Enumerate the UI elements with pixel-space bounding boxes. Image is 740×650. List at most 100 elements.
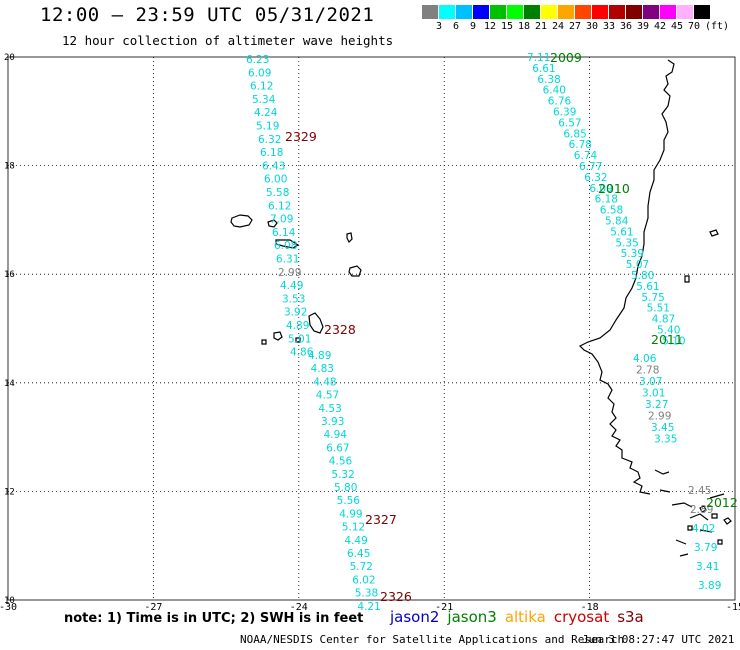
wave-height-value: 3.27 — [645, 399, 668, 411]
legend-swatch — [558, 5, 575, 19]
wave-height-value: 5.80 — [334, 482, 357, 494]
island-boa-vista — [348, 265, 362, 277]
lon-tick-label: -30 — [0, 602, 17, 613]
lat-tick-label: 14 — [4, 379, 15, 389]
wave-height-value: 2.45 — [688, 485, 711, 497]
wave-height-value: 5.01 — [288, 333, 311, 345]
legend-swatch — [626, 5, 643, 19]
island-maio — [295, 337, 301, 343]
wave-height-value: 4.06 — [633, 353, 657, 365]
wave-height-value: 3.45 — [651, 422, 674, 434]
wave-height-value: 7.09 — [270, 214, 293, 226]
wave-height-value: 3.79 — [694, 542, 717, 554]
wave-height-value: 5.72 — [350, 561, 373, 573]
footer-credit: NOAA/NESDIS Center for Satellite Applica… — [240, 633, 625, 646]
wave-height-value: 5.39 — [621, 248, 644, 260]
wave-height-value: 5.07 — [626, 259, 649, 271]
wave-height-value: 6.12 — [268, 200, 291, 212]
pass-number-label: 2009 — [550, 50, 582, 65]
lon-tick-label: -15 — [726, 602, 740, 613]
legend-labels: 3 6 9 12 15 18 21 24 27 30 33 36 39 42 45 70 (ft) — [422, 21, 740, 35]
coast-islet-2 — [684, 275, 690, 283]
wave-height-value: 6.85 — [563, 128, 586, 140]
wave-height-value: 4.94 — [324, 429, 348, 441]
wave-height-value: 6.32 — [584, 172, 607, 184]
wave-height-value: 6.67 — [326, 442, 349, 454]
wave-height-value: 6.38 — [537, 74, 560, 86]
wave-height-value: 4.89 — [308, 350, 331, 362]
wave-height-value: 4.56 — [329, 456, 353, 468]
wave-height-value: 5.51 — [647, 303, 670, 315]
map-title: 12:00 – 23:59 UTC 05/31/2021 — [40, 4, 375, 26]
legend-label: 33 — [602, 21, 616, 32]
wave-height-value: 4.53 — [318, 403, 341, 415]
wave-height-value: 6.12 — [250, 81, 273, 93]
pass-number-label: 2328 — [324, 322, 356, 337]
island-brava — [261, 339, 267, 345]
coastal-inlets — [654, 469, 725, 557]
pass-number-label: 2010 — [598, 181, 630, 196]
wave-height-value: 2.99 — [648, 411, 671, 423]
legend-label: 24 — [551, 21, 565, 32]
map-grid — [7, 56, 736, 601]
legend-label: 15 — [500, 21, 514, 32]
altimeter-tracks: 6.236.096.125.344.245.196.326.186.436.00… — [246, 52, 721, 613]
wave-height-value: 5.61 — [636, 281, 659, 293]
legend-swatch — [507, 5, 524, 19]
wave-height-value: 4.86 — [290, 347, 314, 359]
island-santiago — [308, 312, 324, 334]
satellite-jason3: jason3 — [447, 608, 497, 626]
legend-swatch — [575, 5, 592, 19]
legend-swatch — [694, 5, 711, 19]
wave-height-value: 2.99 — [278, 267, 301, 279]
wave-height-value: 4.49 — [344, 535, 367, 547]
wave-height-value: 6.76 — [548, 96, 572, 108]
lon-tick-label: -18 — [581, 602, 599, 613]
legend-label: 36 — [619, 21, 633, 32]
legend-swatch — [456, 5, 473, 19]
legend-label: 70 — [687, 21, 701, 32]
wave-height-value: 4.99 — [339, 508, 362, 520]
legend-label: 39 — [636, 21, 650, 32]
legend-label: 30 — [585, 21, 599, 32]
legend-swatch — [677, 5, 694, 19]
wave-height-value: 6.00 — [264, 174, 287, 186]
axis-ticks: -30 -27 -24 -21 -18 -15 20 18 16 14 12 10 — [0, 53, 740, 613]
coast-islet-1 — [709, 229, 719, 237]
wave-height-value: 3.01 — [642, 388, 665, 400]
legend-label: 18 — [517, 21, 531, 32]
footer-date: Jun 3 08:27:47 UTC 2021 — [582, 633, 735, 646]
map-frame — [7, 56, 736, 601]
wave-height-value: 5.61 — [610, 226, 633, 238]
coastline — [230, 59, 732, 557]
lat-tick-label: 12 — [4, 487, 15, 497]
satellite-jason2: jason2 — [390, 608, 440, 626]
legend-swatch — [609, 5, 626, 19]
pass-labels: 2329 2328 2327 2326 2009 2010 2011 2012 — [285, 50, 738, 604]
legend-swatch — [592, 5, 609, 19]
note-text: note: 1) Time is in UTC; 2) SWH is in fe… — [64, 611, 364, 626]
lat-tick-label: 10 — [4, 596, 15, 606]
wave-height-value: 4.89 — [286, 320, 309, 332]
wave-height-value: 2.89 — [690, 504, 713, 516]
wave-height-legend: 3 6 9 12 15 18 21 24 27 30 33 36 39 42 45 70 (ft) — [422, 5, 740, 35]
wave-height-value: 5.84 — [605, 216, 629, 228]
wave-height-value: 6.45 — [347, 548, 370, 560]
legend-label: 21 — [534, 21, 548, 32]
island-fogo — [273, 331, 283, 341]
pass-number-label: 2326 — [380, 589, 412, 604]
legend-label: 27 — [568, 21, 582, 32]
wave-height-value: 6.74 — [574, 150, 598, 162]
legend-swatch — [439, 5, 456, 19]
wave-height-value: 6.23 — [246, 54, 269, 66]
wave-height-value: 4.49 — [280, 280, 303, 292]
wave-height-value: 6.58 — [600, 205, 623, 217]
wave-height-value: 6.43 — [262, 160, 285, 172]
legend-swatch — [422, 5, 439, 19]
wave-height-value: 3.92 — [284, 307, 307, 319]
wave-height-value: 6.32 — [258, 134, 281, 146]
bijagos-islands — [687, 505, 732, 545]
wave-height-value: 5.10 — [662, 335, 685, 347]
wave-height-value: 6.61 — [532, 63, 555, 75]
